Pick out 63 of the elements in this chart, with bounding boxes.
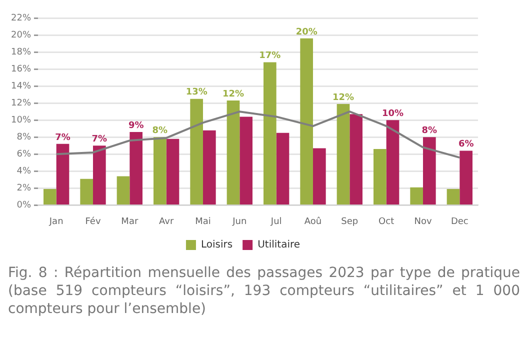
x-tick-label: Dec — [450, 216, 468, 227]
bar — [336, 104, 350, 204]
bar — [460, 150, 472, 204]
bar — [423, 137, 436, 204]
bar — [226, 100, 240, 204]
y-tick-label: 18% — [10, 47, 32, 58]
bar — [56, 144, 70, 204]
bar — [154, 137, 166, 204]
x-tick-label: Mar — [121, 216, 138, 227]
data-label: 7% — [55, 132, 70, 143]
data-label: 8% — [152, 126, 168, 136]
legend-label: Utilitaire — [258, 240, 300, 251]
y-tick-label: 22% — [10, 13, 32, 24]
bar — [300, 38, 313, 204]
y-tick-label: 14% — [10, 81, 32, 92]
x-tick-label: Jan — [48, 216, 64, 227]
y-tick-label: 12% — [10, 98, 32, 108]
y-tick-label: 0% — [16, 200, 32, 211]
bar — [130, 132, 143, 204]
data-label: 10% — [382, 108, 404, 119]
x-tick-label: Jul — [270, 216, 282, 227]
bar — [276, 132, 290, 204]
data-label: 6% — [458, 140, 474, 150]
bar — [190, 98, 204, 204]
data-label: 7% — [92, 134, 108, 144]
data-label: 9% — [128, 120, 144, 131]
y-tick-label: 10% — [10, 115, 32, 126]
bar — [374, 149, 386, 204]
bar — [203, 130, 216, 204]
x-tick-label: Sep — [341, 216, 358, 227]
x-tick-label: Fév — [85, 216, 102, 227]
bar — [44, 189, 56, 204]
x-tick-label: Oct — [378, 216, 395, 227]
x-tick-label: Mai — [195, 216, 211, 227]
data-label: 8% — [422, 126, 438, 136]
data-label: 13% — [186, 88, 208, 98]
bar — [386, 120, 400, 204]
y-tick-label: 16% — [10, 64, 32, 74]
bar — [116, 176, 130, 204]
x-tick-label: Aoû — [304, 216, 322, 227]
data-label: 12% — [222, 89, 244, 100]
bar — [264, 62, 276, 204]
bar — [240, 116, 252, 204]
y-tick-label: 4% — [16, 166, 32, 177]
data-label: 12% — [332, 92, 354, 103]
x-tick-label: Jun — [232, 216, 247, 227]
x-tick-label: Avr — [159, 216, 174, 227]
x-tick-label: Nov — [414, 216, 432, 227]
bar — [80, 178, 94, 204]
bar — [166, 138, 180, 204]
y-tick-label: 8% — [16, 132, 32, 142]
caption: Fig. 8 : Répartition mensuelle des passages 2023 par type de pratique (base 519 compteurs “loisirs”, 193 compteurs “utilitaires” et 1 000 compteurs pour l’ensemble) — [8, 264, 520, 318]
legend-label: Loisirs — [200, 240, 233, 251]
y-tick-label: 2% — [16, 184, 32, 194]
bar — [446, 189, 460, 204]
data-label: 20% — [296, 27, 318, 38]
bar — [350, 114, 362, 204]
y-tick-label: 6% — [16, 149, 32, 160]
bar — [410, 187, 423, 204]
bar — [93, 146, 106, 204]
y-tick-label: 20% — [10, 30, 32, 40]
data-label: 17% — [259, 51, 281, 62]
bar — [313, 148, 326, 204]
